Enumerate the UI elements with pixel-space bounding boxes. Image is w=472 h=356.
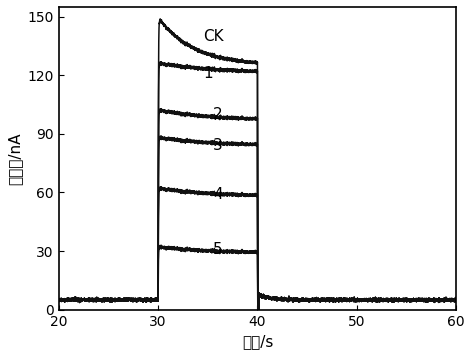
- Text: 5: 5: [213, 242, 222, 257]
- Text: CK: CK: [203, 29, 223, 44]
- Text: 3: 3: [213, 138, 222, 153]
- X-axis label: 时间/s: 时间/s: [242, 334, 273, 349]
- Text: 2: 2: [213, 107, 222, 122]
- Y-axis label: 光电流/nA: 光电流/nA: [7, 132, 22, 184]
- Text: 4: 4: [213, 187, 222, 202]
- Text: 1: 1: [203, 66, 212, 81]
